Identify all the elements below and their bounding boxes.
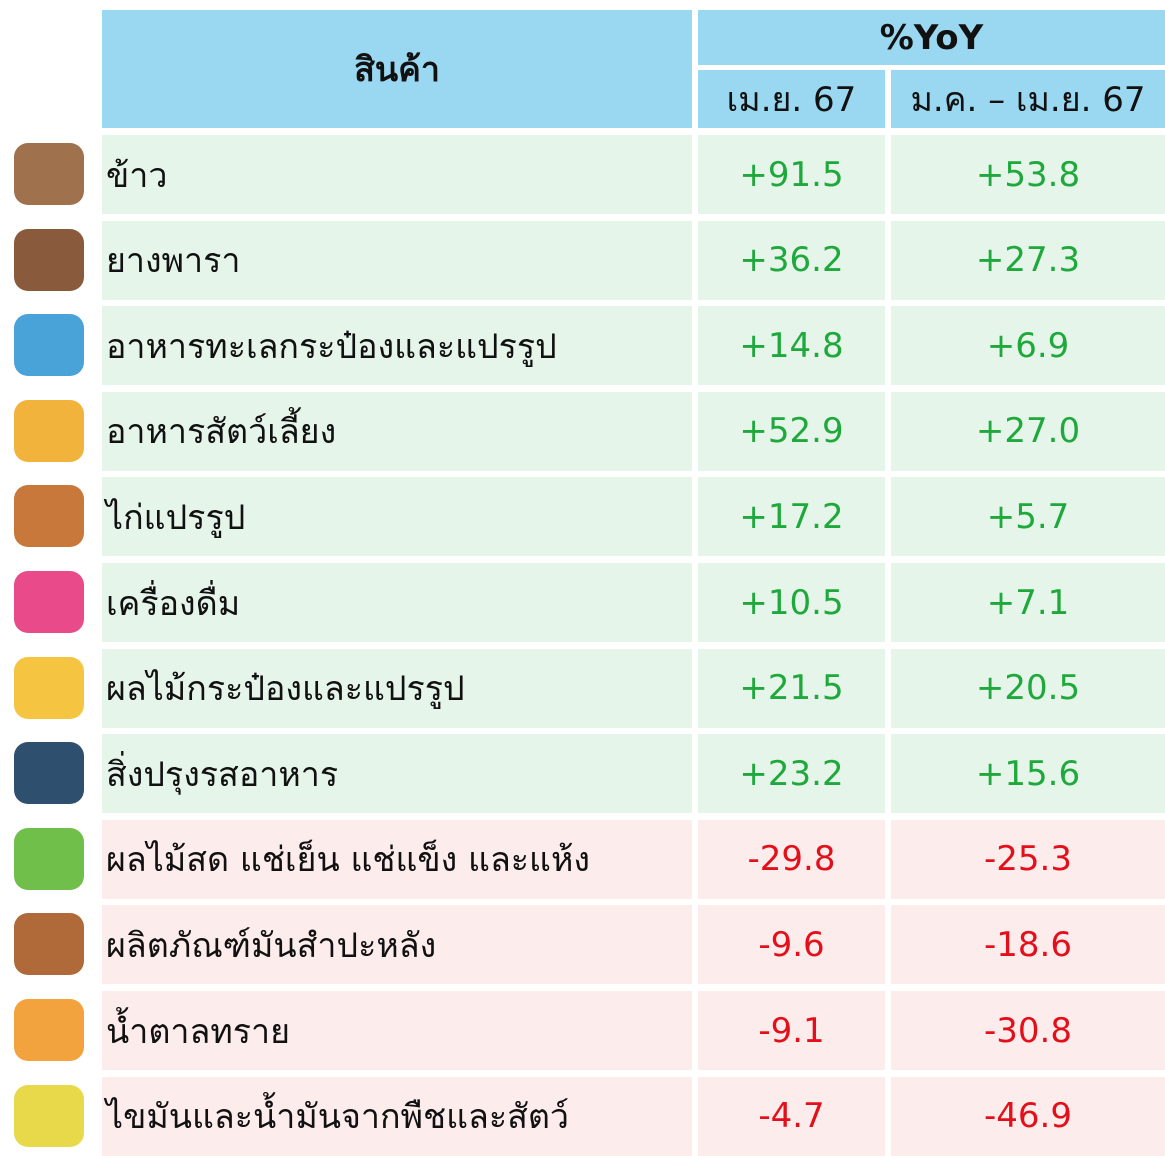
value-cell: -29.8 [698,819,885,899]
row-icon [14,999,84,1061]
value-cell: +52.9 [698,391,885,471]
row-icon [14,399,84,462]
row-icon [14,913,84,976]
value-cell: -30.8 [891,991,1165,1070]
value-cell: -18.6 [891,905,1165,985]
product-cell: อาหารทะเลกระป๋องและแปรรูป [102,306,692,386]
value-cell: -9.6 [698,905,885,985]
value-cell: +36.2 [698,220,885,300]
value-cell: +53.8 [891,135,1165,214]
row-icon [14,143,84,205]
value-cell: -46.9 [891,1076,1165,1156]
value-cell: -4.7 [698,1076,885,1156]
product-cell: สิ่งปรุงรสอาหาร [102,734,692,814]
row-icon [14,656,84,719]
value-cell: +91.5 [698,135,885,214]
header-col2: ม.ค. – เม.ย. 67 [891,70,1165,128]
row-icon [14,571,84,633]
header-col1: เม.ย. 67 [698,70,885,128]
value-cell: +10.5 [698,563,885,642]
product-cell: ข้าว [102,135,692,214]
row-icon [14,314,84,377]
row-icon [14,228,84,291]
row-icon [14,1084,84,1147]
value-cell: +27.3 [891,220,1165,300]
product-cell: ยางพารา [102,220,692,300]
value-cell: -25.3 [891,819,1165,899]
row-icon [14,827,84,890]
value-cell: +6.9 [891,306,1165,386]
product-cell: เครื่องดื่ม [102,563,692,642]
value-cell: +5.7 [891,477,1165,557]
value-cell: +17.2 [698,477,885,557]
product-cell: ไขมันและน้ำมันจากพืชและสัตว์ [102,1076,692,1156]
value-cell: +21.5 [698,648,885,728]
value-cell: +23.2 [698,734,885,814]
header-group: %YoY [698,10,1165,65]
header-product: สินค้า [102,10,692,128]
product-cell: ผลไม้กระป๋องและแปรรูป [102,648,692,728]
value-cell: -9.1 [698,991,885,1070]
product-cell: ไก่แปรรูป [102,477,692,557]
value-cell: +27.0 [891,391,1165,471]
product-cell: ผลิตภัณฑ์มันสำปะหลัง [102,905,692,985]
row-icon [14,485,84,548]
product-cell: อาหารสัตว์เลี้ยง [102,391,692,471]
product-cell: น้ำตาลทราย [102,991,692,1070]
value-cell: +7.1 [891,563,1165,642]
row-icon [14,742,84,805]
value-cell: +14.8 [698,306,885,386]
value-cell: +15.6 [891,734,1165,814]
value-cell: +20.5 [891,648,1165,728]
product-cell: ผลไม้สด แช่เย็น แช่แข็ง และแห้ง [102,819,692,899]
